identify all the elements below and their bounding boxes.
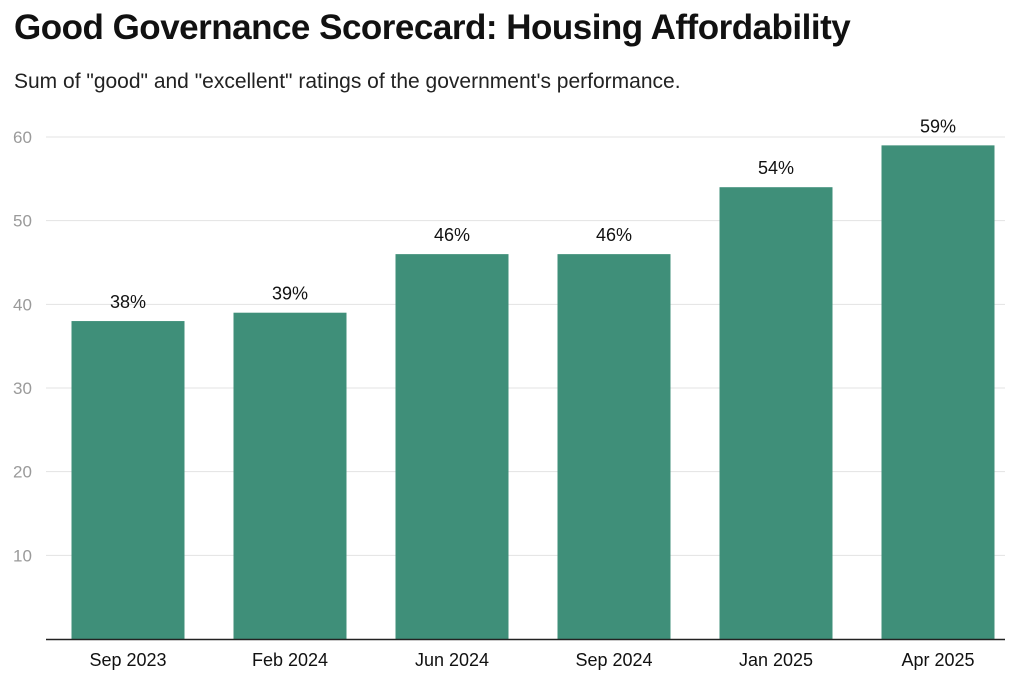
y-axis-ticks: 10 20 30 40 50 60 [13, 128, 32, 565]
chart-subtitle: Sum of "good" and "excellent" ratings of… [14, 70, 681, 93]
x-category-label: Sep 2023 [89, 650, 166, 670]
y-tick-label: 40 [13, 295, 32, 314]
bar [71, 321, 185, 639]
gridlines [46, 136, 1005, 556]
x-category-label: Feb 2024 [252, 650, 328, 670]
y-tick-label: 50 [13, 212, 32, 231]
bar [557, 254, 671, 639]
x-category-label: Jan 2025 [739, 650, 813, 670]
data-label: 39% [272, 284, 308, 304]
y-tick-label: 60 [13, 128, 32, 147]
data-label: 54% [758, 158, 794, 178]
data-labels: 38% 39% 46% 46% 54% 59% [110, 116, 956, 312]
bar [881, 145, 995, 639]
bar [719, 187, 833, 639]
data-label: 38% [110, 292, 146, 312]
chart-title: Good Governance Scorecard: Housing Affor… [14, 8, 851, 47]
y-tick-label: 10 [13, 546, 32, 565]
data-label: 46% [596, 225, 632, 245]
data-label: 46% [434, 225, 470, 245]
y-tick-label: 30 [13, 379, 32, 398]
x-category-label: Apr 2025 [901, 650, 974, 670]
x-category-label: Jun 2024 [415, 650, 489, 670]
bars [71, 145, 995, 639]
bar [395, 254, 509, 639]
x-category-label: Sep 2024 [575, 650, 652, 670]
x-axis-categories: Sep 2023 Feb 2024 Jun 2024 Sep 2024 Jan 2025… [89, 650, 974, 670]
y-tick-label: 20 [13, 463, 32, 482]
bar [233, 312, 347, 639]
data-label: 59% [920, 116, 956, 136]
